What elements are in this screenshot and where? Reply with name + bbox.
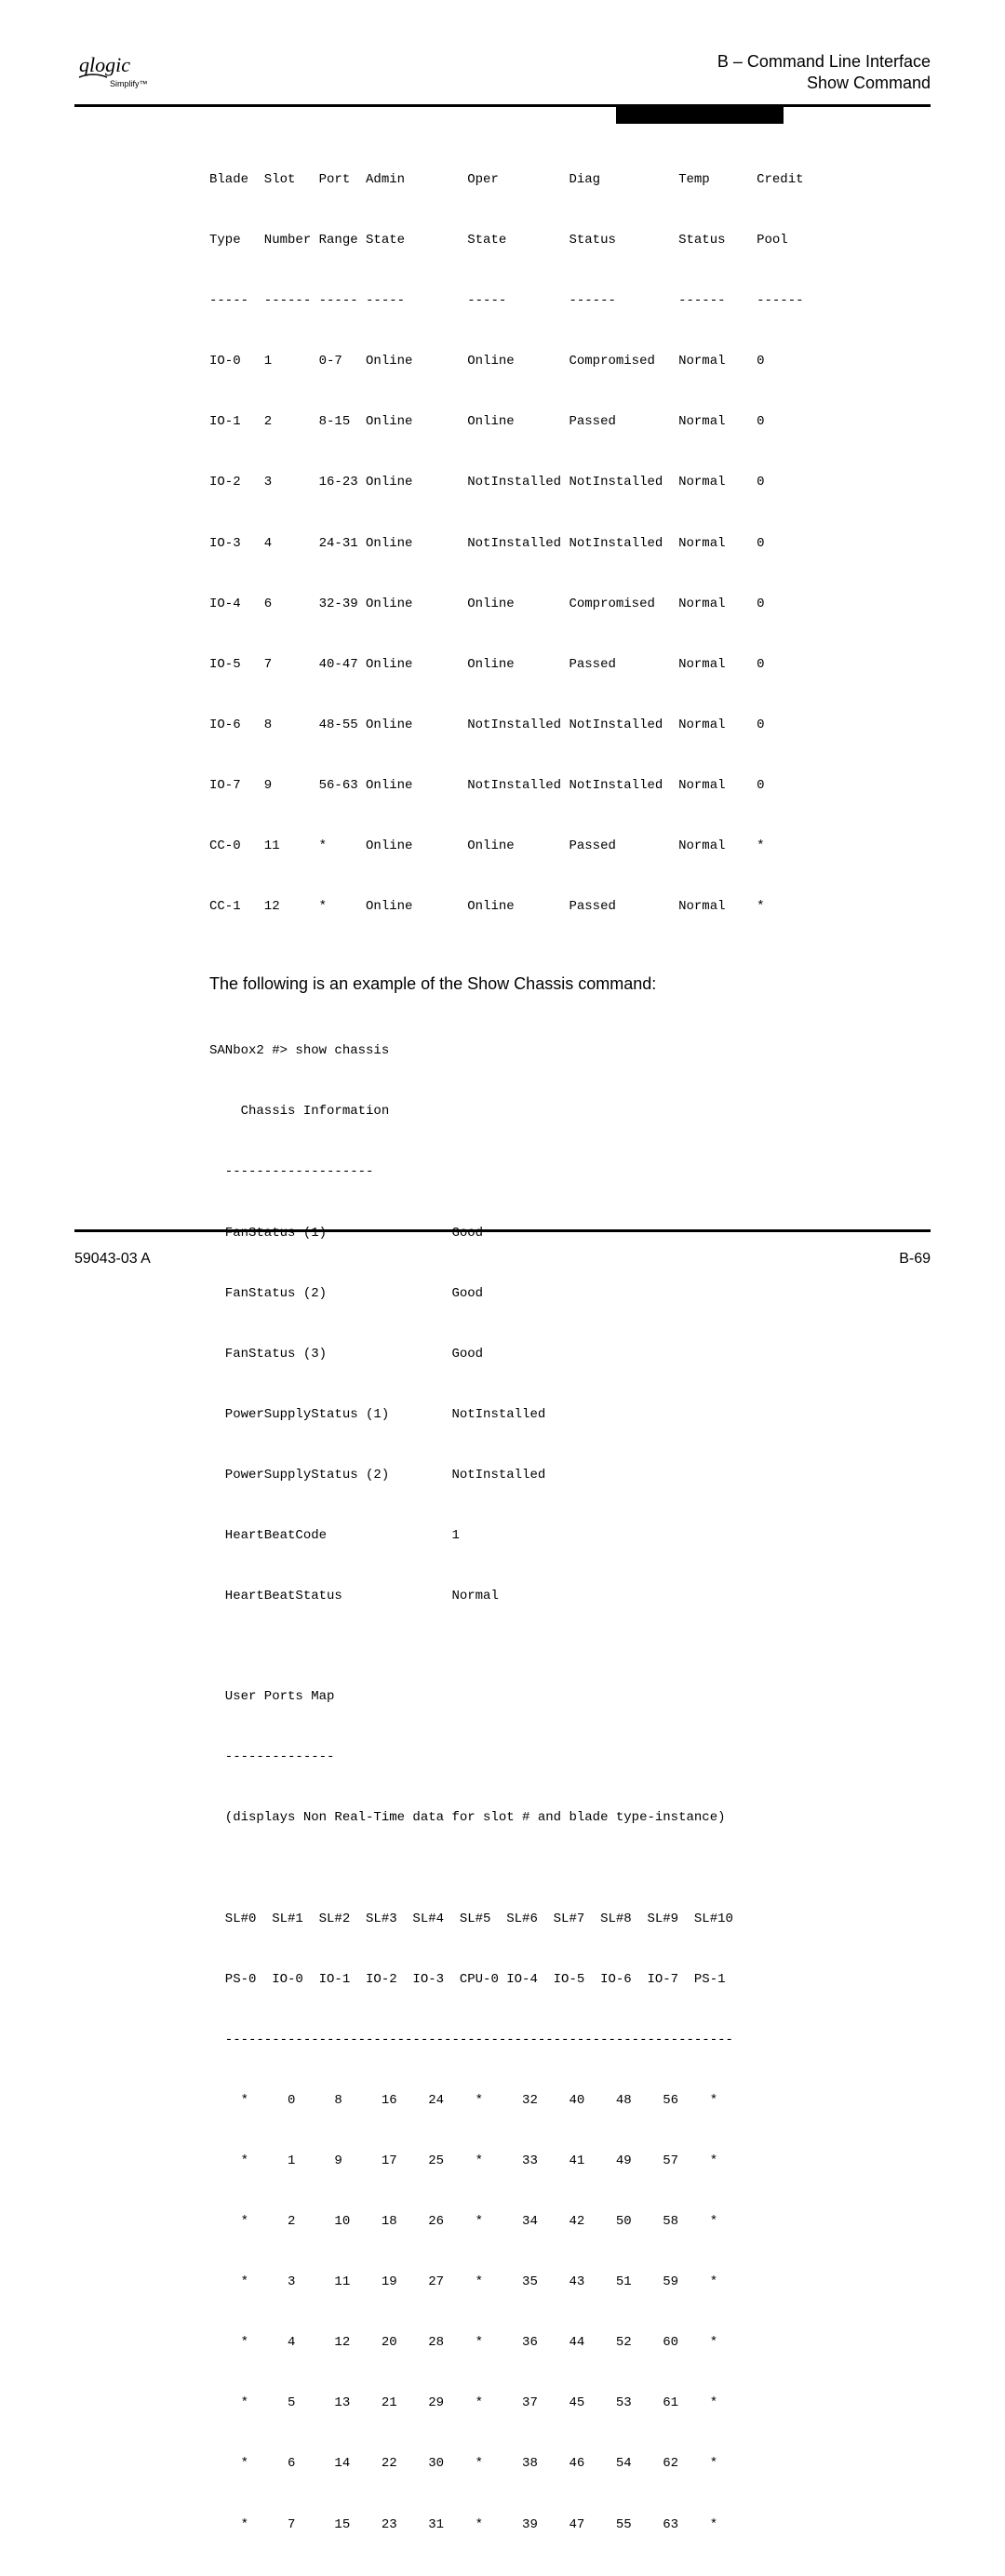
- table-row: IO-3 4 24-31 Online NotInstalled NotInst…: [209, 534, 931, 555]
- header-section: B – Command Line Interface: [717, 51, 931, 73]
- chassis-line: * 5 13 21 29 * 37 45 53 61 *: [209, 2394, 931, 2414]
- chassis-line: User Ports Map: [209, 1687, 931, 1708]
- chassis-line: SANbox2 #> show chassis: [209, 1041, 931, 1062]
- svg-text:qlogic: qlogic: [79, 53, 130, 76]
- chassis-line: * 0 8 16 24 * 32 40 48 56 *: [209, 2091, 931, 2112]
- chassis-line: --------------: [209, 1748, 931, 1768]
- chassis-line: * 3 11 19 27 * 35 43 51 59 *: [209, 2273, 931, 2293]
- chassis-line: * 2 10 18 26 * 34 42 50 58 *: [209, 2212, 931, 2233]
- table-header-1: Blade Slot Port Admin Oper Diag Temp Cre…: [209, 170, 931, 191]
- chassis-line: SL#0 SL#1 SL#2 SL#3 SL#4 SL#5 SL#6 SL#7 …: [209, 1910, 931, 1930]
- header-subsection: Show Command: [717, 73, 931, 94]
- chassis-line: FanStatus (1) Good: [209, 1224, 931, 1244]
- table-row: IO-2 3 16-23 Online NotInstalled NotInst…: [209, 473, 931, 493]
- chassis-line: FanStatus (3) Good: [209, 1345, 931, 1365]
- example-caption: The following is an example of the Show …: [209, 974, 931, 994]
- chassis-line: HeartBeatStatus Normal: [209, 1587, 931, 1607]
- table-row: CC-0 11 * Online Online Passed Normal *: [209, 837, 931, 857]
- chassis-line: FanStatus (2) Good: [209, 1284, 931, 1305]
- chassis-line: PowerSupplyStatus (2) NotInstalled: [209, 1466, 931, 1486]
- table-row: IO-1 2 8-15 Online Online Passed Normal …: [209, 412, 931, 433]
- chassis-line: PS-0 IO-0 IO-1 IO-2 IO-3 CPU-0 IO-4 IO-5…: [209, 1970, 931, 1991]
- chassis-line: * 4 12 20 28 * 36 44 52 60 *: [209, 2333, 931, 2354]
- table-header-2: Type Number Range State State Status Sta…: [209, 231, 931, 251]
- chassis-line: PowerSupplyStatus (1) NotInstalled: [209, 1405, 931, 1426]
- redaction-block: [616, 107, 784, 124]
- table-separator: ----- ------ ----- ----- ----- ------ --…: [209, 291, 931, 312]
- logo: qlogic Simplify™: [74, 51, 177, 93]
- chassis-line: -------------------: [209, 1162, 931, 1183]
- chassis-line: HeartBeatCode 1: [209, 1526, 931, 1547]
- chassis-line: Chassis Information: [209, 1102, 931, 1122]
- table-row: IO-4 6 32-39 Online Online Compromised N…: [209, 595, 931, 615]
- table-row: IO-7 9 56-63 Online NotInstalled NotInst…: [209, 776, 931, 797]
- footer-rule: [74, 1229, 931, 1232]
- chassis-line: (displays Non Real-Time data for slot # …: [209, 1808, 931, 1829]
- blade-table: Blade Slot Port Admin Oper Diag Temp Cre…: [209, 130, 931, 958]
- header-rule: [74, 104, 931, 107]
- table-row: IO-6 8 48-55 Online NotInstalled NotInst…: [209, 716, 931, 736]
- footer-doc-id: 59043-03 A: [74, 1251, 151, 1268]
- table-row: IO-5 7 40-47 Online Online Passed Normal…: [209, 655, 931, 676]
- footer-page-number: B-69: [899, 1251, 931, 1268]
- table-row: CC-1 12 * Online Online Passed Normal *: [209, 897, 931, 918]
- chassis-output: SANbox2 #> show chassis Chassis Informat…: [209, 1001, 931, 2576]
- chassis-line: ----------------------------------------…: [209, 2031, 931, 2051]
- chassis-line: * 1 9 17 25 * 33 41 49 57 *: [209, 2152, 931, 2172]
- chassis-line: * 7 15 23 31 * 39 47 55 63 *: [209, 2516, 931, 2536]
- table-row: IO-0 1 0-7 Online Online Compromised Nor…: [209, 352, 931, 372]
- chassis-line: * 6 14 22 30 * 38 46 54 62 *: [209, 2454, 931, 2475]
- svg-text:Simplify™: Simplify™: [110, 79, 148, 88]
